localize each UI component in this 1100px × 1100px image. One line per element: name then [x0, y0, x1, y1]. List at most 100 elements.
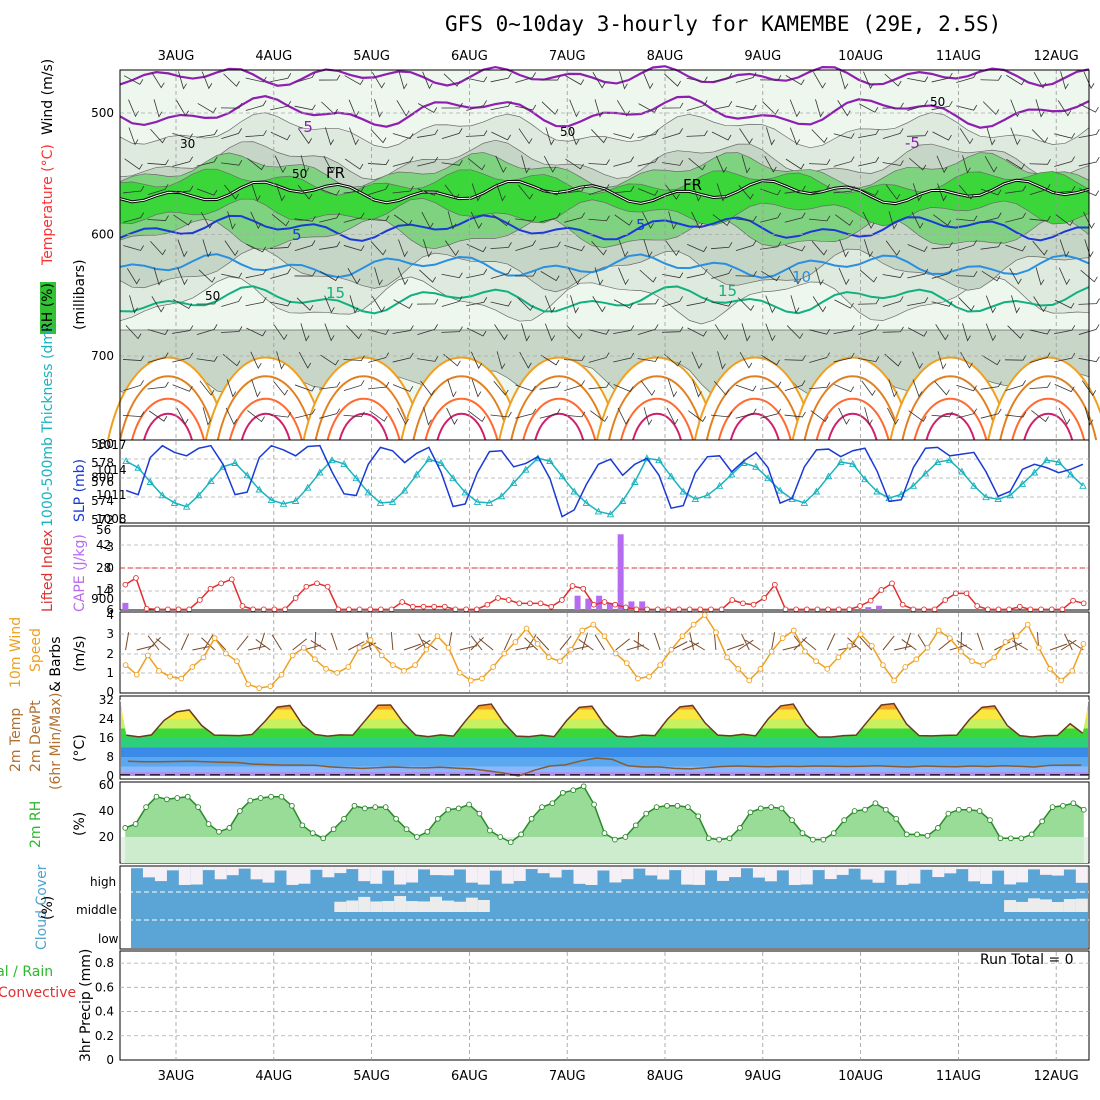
y-tick-label: 8 — [106, 750, 114, 764]
wind-barb — [908, 157, 927, 171]
wind10-barb — [570, 645, 589, 651]
wind-barb — [1029, 215, 1051, 222]
wind-barb — [223, 73, 240, 87]
rh2m-line-point — [914, 831, 920, 838]
lifted-index-line-point — [314, 580, 320, 587]
wind-barb — [539, 74, 561, 81]
wind-barb — [246, 243, 266, 253]
lifted-index-line-point — [271, 606, 278, 613]
wind-barb — [1060, 71, 1069, 90]
wind-barb — [515, 240, 536, 252]
cloud-panel: high middle low Cloud Cover (%) — [34, 864, 1090, 950]
cape-bar — [585, 598, 592, 610]
temp-contour-surface — [338, 412, 389, 441]
wind-barb — [128, 127, 139, 146]
wind-barb — [715, 155, 728, 174]
rh2m-line-point — [236, 808, 243, 814]
wind-barb — [858, 356, 880, 363]
wind-barb — [1005, 212, 1027, 223]
wind-barb — [668, 211, 677, 230]
wind-barb — [199, 380, 215, 396]
thickness-line-point — [933, 458, 942, 465]
thickness-line-point — [667, 472, 675, 480]
wind-barb — [343, 355, 365, 361]
thickness-line-point — [146, 478, 155, 485]
wind-barb — [269, 242, 292, 249]
wind-barb — [150, 241, 166, 256]
y-tick-label: 0 — [106, 1053, 114, 1067]
wind-barb — [270, 268, 291, 279]
lifted-index-line-point — [750, 601, 757, 608]
wind10-speed-line-point — [256, 685, 263, 692]
thickness-line-point — [776, 486, 784, 494]
wind-barb — [196, 356, 218, 362]
wind-barb — [247, 410, 265, 423]
lifted-index-line-point — [548, 603, 555, 610]
wind-barb — [643, 407, 653, 426]
wind-barb — [985, 295, 997, 314]
y-tick-label: 3 — [106, 627, 114, 641]
thickness-line-point — [1006, 491, 1015, 499]
wind10-speed-line-point — [802, 648, 808, 655]
wind10-speed-line-point — [768, 648, 775, 655]
wind-barb — [981, 270, 1001, 282]
wind-barb — [790, 295, 800, 314]
wind10-speed-line-point — [378, 652, 385, 659]
wind-barb — [370, 129, 387, 144]
rh2m-line-point — [507, 839, 514, 846]
wind-barb — [688, 410, 707, 422]
wind10-speed-line-point — [423, 646, 430, 653]
y-tick-label: 0 — [106, 685, 114, 699]
temp-color-band — [121, 728, 1088, 738]
wind-barb — [712, 214, 731, 227]
wind-barb — [717, 351, 726, 370]
contour-label: 15 — [326, 284, 345, 302]
wind-barb — [613, 156, 635, 167]
wind-barb — [245, 268, 267, 279]
wind-barb — [833, 156, 855, 167]
wind10-speed-line-point — [679, 633, 686, 640]
date-label-top: 10AUG — [838, 49, 883, 64]
wind-barb — [420, 380, 435, 396]
cloud-high-gap — [501, 867, 514, 884]
wind-barb — [274, 155, 287, 174]
wind10-unit: (m/s) — [72, 635, 88, 672]
wind-barb — [888, 379, 898, 398]
wind-barb — [225, 407, 238, 425]
wind-barb — [687, 327, 707, 337]
thickness-line-point — [921, 469, 930, 477]
temp-contour-surface — [240, 412, 291, 441]
wind10-speed-line-point — [824, 666, 831, 672]
lifted-index-line-point — [963, 590, 970, 597]
cloud-high-gap — [453, 867, 466, 870]
thickness-line-point — [546, 457, 554, 465]
wind-barb — [591, 129, 607, 144]
wind-barb — [980, 381, 1002, 390]
wind-barb — [637, 324, 659, 335]
wind-barb — [465, 130, 488, 137]
wind-barb — [958, 184, 975, 200]
lifted-index-line-point — [1006, 606, 1012, 613]
wind10-barb — [1063, 633, 1073, 651]
wind-barb — [639, 269, 657, 283]
wind-barb — [862, 211, 875, 229]
rh2m-line-point — [851, 808, 858, 814]
precip-panel: 0 0.2 0.4 0.6 0.8 Run Total = 0 Total / Rain… — [0, 949, 1090, 1067]
wind-barb — [125, 325, 142, 340]
wind10-speed-line-point — [690, 621, 697, 628]
wind-barb — [784, 212, 806, 223]
wind10-speed-line-point — [601, 633, 608, 640]
date-label-top: 5AUG — [353, 49, 390, 64]
wind10-speed-line-point — [902, 664, 909, 670]
wind-barb — [417, 188, 438, 196]
date-label-top: 11AUG — [936, 49, 981, 64]
temp-contour-surface — [424, 397, 499, 441]
wind-barb — [398, 239, 408, 258]
wind-barb — [491, 131, 511, 141]
dewpt2m-line — [127, 757, 1082, 777]
temp-contour-surface — [913, 397, 988, 441]
wind-barb — [956, 104, 978, 111]
rh2m-line-point — [705, 835, 712, 842]
wind-barb — [980, 212, 1002, 223]
upper-panel-labels: RH (%) Temperature (°C) Wind (m/s) (mill… — [40, 59, 88, 334]
